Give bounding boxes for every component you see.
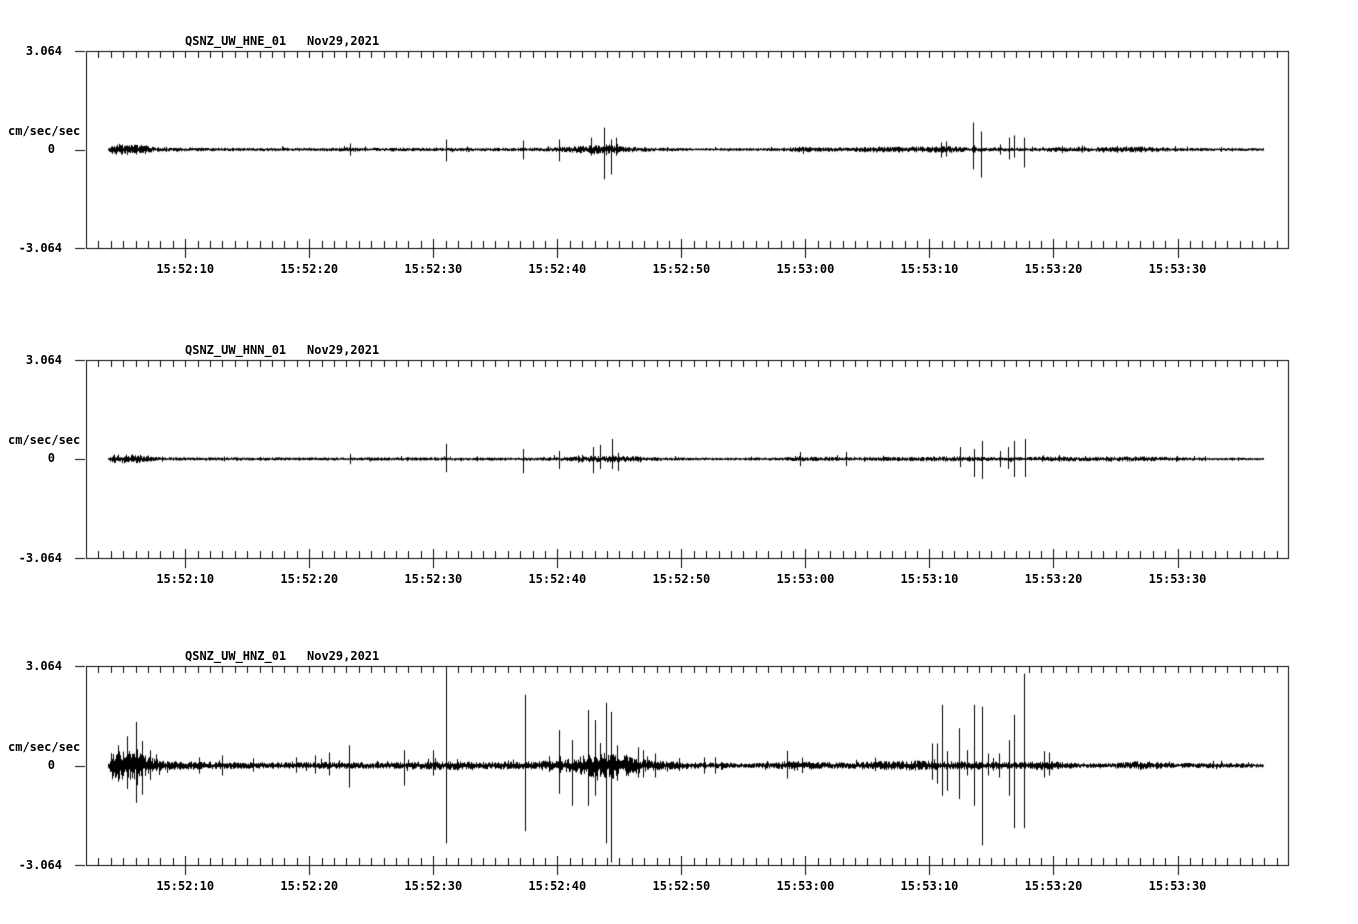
y-axis-max-label: 3.064 [25,659,62,673]
x-tick-label: 15:52:20 [280,262,339,276]
x-tick-label: 15:52:40 [528,879,587,893]
y-axis-zero-label: 0 [47,758,55,772]
panel-title-station: QSNZ_UW_HNZ_01 [185,649,287,663]
y-axis-units-label: cm/sec/sec [8,433,81,447]
x-tick-label: 15:52:10 [156,572,215,586]
panel-title-date: Nov29,2021 [307,34,380,48]
x-tick-label: 15:53:00 [776,572,835,586]
y-axis-units-label: cm/sec/sec [8,124,81,138]
x-tick-label: 15:52:20 [280,572,339,586]
x-tick-label: 15:52:20 [280,879,339,893]
panel-title-station: QSNZ_UW_HNN_01 [185,343,287,357]
y-axis-max-label: 3.064 [25,44,62,58]
y-axis-units-label: cm/sec/sec [8,740,81,754]
x-tick-label: 15:52:50 [652,572,711,586]
x-tick-label: 15:53:00 [776,262,835,276]
x-tick-label: 15:53:00 [776,879,835,893]
x-tick-label: 15:53:30 [1148,879,1207,893]
x-tick-label: 15:52:30 [404,572,463,586]
panel-title-date: Nov29,2021 [307,649,380,663]
panel-title-date: Nov29,2021 [307,343,380,357]
x-tick-label: 15:53:10 [900,879,959,893]
x-tick-label: 15:52:30 [404,879,463,893]
x-tick-label: 15:53:30 [1148,262,1207,276]
x-tick-label: 15:52:10 [156,262,215,276]
y-axis-min-label: -3.064 [18,241,62,255]
y-axis-zero-label: 0 [47,451,55,465]
x-tick-label: 15:53:10 [900,572,959,586]
x-tick-label: 15:52:50 [652,879,711,893]
x-tick-label: 15:52:50 [652,262,711,276]
x-tick-label: 15:52:40 [528,572,587,586]
y-axis-zero-label: 0 [47,142,55,156]
x-tick-label: 15:52:30 [404,262,463,276]
y-axis-min-label: -3.064 [18,858,62,872]
x-tick-label: 15:53:30 [1148,572,1207,586]
x-tick-label: 15:53:20 [1024,262,1083,276]
x-tick-label: 15:52:40 [528,262,587,276]
x-tick-label: 15:52:10 [156,879,215,893]
panel-title-station: QSNZ_UW_HNE_01 [185,34,287,48]
x-tick-label: 15:53:20 [1024,572,1083,586]
x-tick-label: 15:53:10 [900,262,959,276]
y-axis-min-label: -3.064 [18,551,62,565]
x-tick-label: 15:53:20 [1024,879,1083,893]
y-axis-max-label: 3.064 [25,353,62,367]
